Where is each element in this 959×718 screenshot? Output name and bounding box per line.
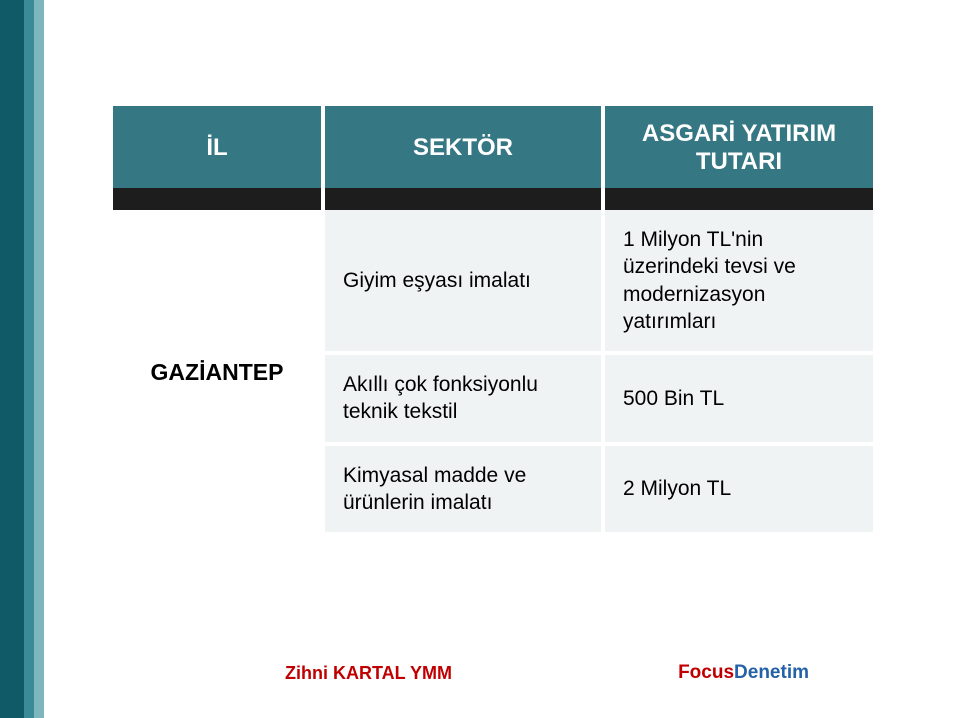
table-header-row: İL SEKTÖR ASGARİ YATIRIM TUTARI bbox=[113, 106, 873, 188]
header-amount: ASGARİ YATIRIM TUTARI bbox=[603, 106, 873, 188]
amount-cell: 500 Bin TL bbox=[603, 353, 873, 444]
investment-table: İL SEKTÖR ASGARİ YATIRIM TUTARI GAZİANTE… bbox=[113, 106, 873, 536]
footer-brand: FocusDenetim bbox=[678, 662, 809, 684]
left-bar-2 bbox=[24, 0, 34, 718]
footer-brand-part2: Denetim bbox=[734, 662, 809, 683]
header-sector: SEKTÖR bbox=[323, 106, 603, 188]
header-province: İL bbox=[113, 106, 323, 188]
footer-brand-part1: Focus bbox=[678, 662, 734, 683]
sep-cell bbox=[603, 188, 873, 210]
left-bar-3 bbox=[34, 0, 44, 718]
sector-cell: Kimyasal madde ve ürünlerin imalatı bbox=[323, 444, 603, 535]
sep-cell bbox=[113, 188, 323, 210]
footer-author: Zihni KARTAL YMM bbox=[285, 663, 452, 684]
sector-cell: Giyim eşyası imalatı bbox=[323, 210, 603, 353]
left-accent-bars bbox=[0, 0, 44, 718]
sector-cell: Akıllı çok fonksiyonlu teknik tekstil bbox=[323, 353, 603, 444]
amount-cell: 2 Milyon TL bbox=[603, 444, 873, 535]
sep-cell bbox=[323, 188, 603, 210]
amount-cell: 1 Milyon TL'nin üzerindeki tevsi ve mode… bbox=[603, 210, 873, 353]
table-row: GAZİANTEP Giyim eşyası imalatı 1 Milyon … bbox=[113, 210, 873, 353]
province-cell: GAZİANTEP bbox=[113, 210, 323, 534]
table-separator-row bbox=[113, 188, 873, 210]
slide: İL SEKTÖR ASGARİ YATIRIM TUTARI GAZİANTE… bbox=[0, 0, 959, 718]
left-bar-1 bbox=[0, 0, 24, 718]
